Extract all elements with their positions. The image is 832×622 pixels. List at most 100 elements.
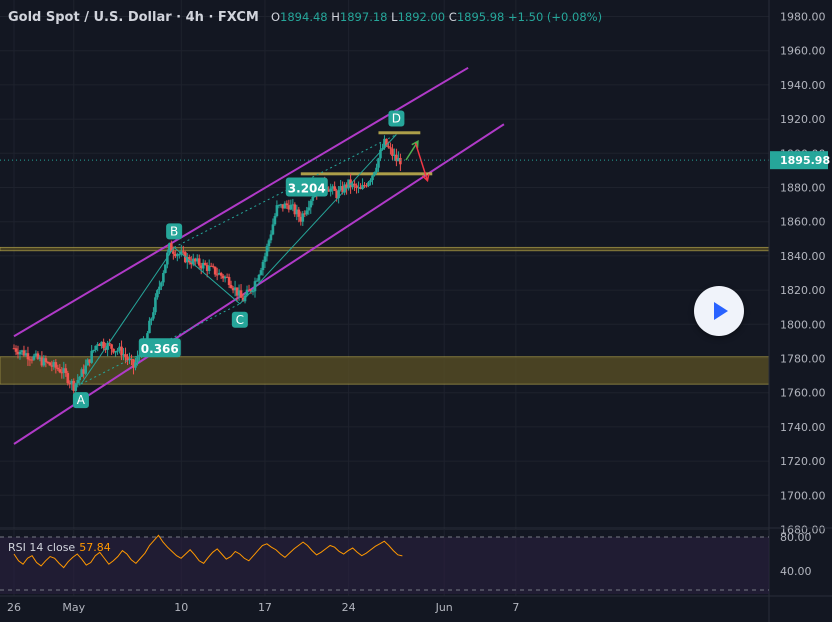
- candle-body: [345, 184, 348, 189]
- candle-body: [132, 359, 135, 368]
- candle-body: [395, 154, 398, 162]
- candle-body: [207, 265, 211, 271]
- candle-body: [96, 344, 99, 346]
- candle-body: [365, 185, 368, 187]
- candle-body: [120, 346, 123, 356]
- candle-body: [170, 243, 173, 252]
- candle-body: [102, 341, 105, 348]
- candle-body: [285, 203, 289, 206]
- candle-body: [355, 185, 358, 189]
- candle-body: [267, 240, 271, 247]
- candle-body: [301, 213, 305, 222]
- candle-body: [64, 368, 68, 374]
- candle-body: [114, 351, 117, 353]
- candle-body: [34, 353, 38, 356]
- point-label-a: A: [77, 393, 86, 407]
- candle-body: [12, 348, 16, 350]
- candle-body: [347, 179, 350, 189]
- candle-body: [195, 258, 199, 262]
- rsi-header[interactable]: RSI 14 close 57.84: [8, 541, 111, 554]
- point-label-c: C: [236, 313, 244, 327]
- candle-body: [32, 355, 36, 360]
- support-zone-1: [0, 356, 770, 385]
- candle-body: [253, 281, 257, 292]
- candle-body: [189, 262, 193, 265]
- candle-body: [58, 369, 62, 373]
- candle-body: [377, 158, 380, 168]
- y-tick-label: 1740.00: [780, 421, 826, 434]
- candle-body: [78, 376, 82, 381]
- candle-body: [241, 297, 245, 302]
- ratio-label: 0.366: [141, 342, 179, 356]
- point-label-b-box: [166, 223, 183, 240]
- x-tick-label: Jun: [435, 601, 453, 614]
- chart-header: Gold Spot / U.S. Dollar · 4h · FXCM O189…: [8, 10, 602, 25]
- candle-body: [74, 383, 78, 391]
- candle-body: [231, 288, 235, 291]
- candle-body: [351, 183, 354, 188]
- candle-body: [363, 185, 366, 187]
- low-label: L: [391, 10, 398, 24]
- harmonic-pattern-line: [80, 134, 397, 385]
- candle-body: [269, 234, 273, 241]
- candle-body: [237, 290, 241, 296]
- candle-body: [205, 265, 209, 271]
- candle-body: [309, 200, 313, 208]
- candle-body: [305, 210, 309, 215]
- candle-body: [62, 368, 66, 373]
- candle-body: [40, 357, 44, 366]
- candle-body: [154, 297, 157, 313]
- candle-body: [72, 380, 76, 391]
- candle-body: [80, 369, 84, 377]
- candle-body: [375, 167, 378, 173]
- candle-body: [221, 275, 225, 279]
- candle-body: [36, 353, 40, 359]
- candle-body: [18, 351, 22, 355]
- candle-body: [383, 138, 386, 149]
- candle-body: [176, 254, 179, 257]
- candle-body: [367, 182, 370, 186]
- candle-body: [110, 344, 113, 349]
- candle-body: [162, 272, 165, 283]
- candle-body: [70, 380, 74, 384]
- point-label-a-box: [72, 392, 89, 409]
- candle-body: [283, 203, 287, 209]
- y-tick-label: 1760.00: [780, 387, 826, 400]
- play-icon: [714, 302, 728, 320]
- candle-body: [160, 282, 163, 287]
- projection-arrow-down: [414, 142, 429, 181]
- low-value: 1892.00: [397, 10, 446, 24]
- candle-body: [185, 257, 189, 263]
- candle-body: [299, 216, 303, 222]
- candle-body: [247, 289, 251, 291]
- candle-body: [233, 287, 237, 291]
- candle-body: [148, 320, 151, 334]
- candle-body: [229, 284, 233, 289]
- support-zone-2: [0, 246, 770, 252]
- candle-body: [217, 272, 221, 275]
- candle-body: [166, 252, 169, 265]
- candle-body: [88, 359, 91, 363]
- candle-body: [104, 347, 107, 350]
- candle-body: [265, 246, 269, 257]
- candle-body: [52, 362, 56, 367]
- candle-body: [331, 186, 334, 189]
- rsi-label: RSI 14 close: [8, 541, 76, 554]
- symbol-title[interactable]: Gold Spot / U.S. Dollar · 4h · FXCM: [8, 10, 259, 25]
- y-tick-label: 1960.00: [780, 45, 826, 58]
- candle-body: [168, 243, 171, 253]
- candle-body: [371, 175, 374, 181]
- close-value: 1895.98: [456, 10, 505, 24]
- candle-body: [152, 312, 155, 319]
- candle-body: [150, 318, 153, 321]
- y-tick-label: 1880.00: [780, 182, 826, 195]
- play-button[interactable]: [694, 286, 744, 336]
- candle-body: [289, 204, 293, 210]
- candle-body: [339, 186, 342, 190]
- candle-body: [261, 261, 265, 271]
- candle-body: [359, 187, 362, 190]
- projection-arrowhead-down: [421, 173, 430, 183]
- close-label: C: [448, 10, 457, 24]
- point-label-d-box: [388, 110, 405, 127]
